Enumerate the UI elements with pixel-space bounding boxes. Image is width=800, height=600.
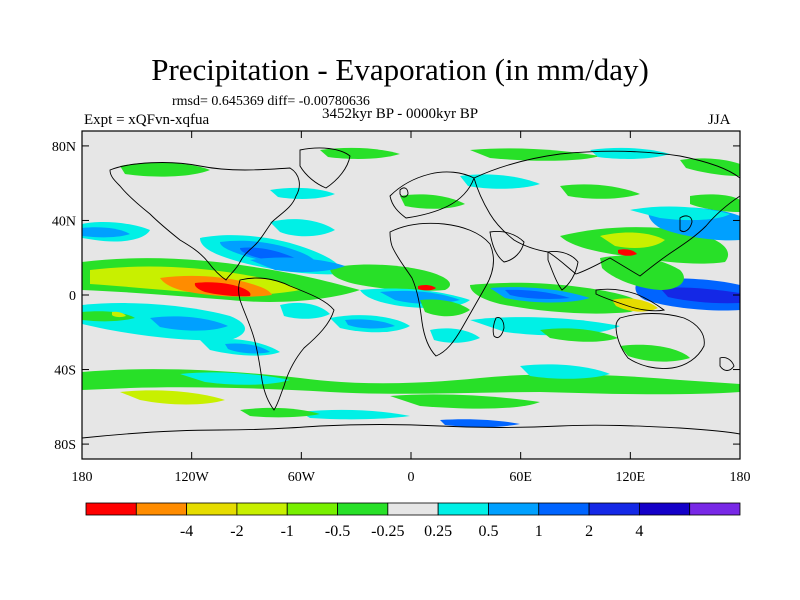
colorbar-label: 0.25	[424, 523, 452, 540]
lon-label: 120W	[175, 470, 210, 485]
field-npac-green	[690, 194, 740, 212]
colorbar-label: 4	[635, 523, 643, 540]
field-nh-cyan-2	[270, 187, 335, 199]
field-atlantic-green	[330, 264, 450, 291]
plot-title: Precipitation - Evaporation (in mm/day)	[151, 52, 649, 87]
colorbar: -4 -2 -1 -0.5 -0.25 0.25 0.5 1 2 4	[85, 502, 741, 540]
field-antarctic-blue	[440, 419, 520, 428]
lon-label: 60W	[288, 470, 316, 485]
field-southern-green-2	[390, 394, 540, 409]
stats-line: rmsd= 0.645369 diff= -0.00780636	[172, 94, 370, 109]
latitude-axis: 80N 40N 0 40S 80S	[52, 140, 740, 453]
lon-label: 180	[72, 470, 93, 485]
colorbar-label: -0.25	[371, 523, 404, 540]
period-label: 3452kyr BP - 0000kyr BP	[322, 106, 479, 122]
field-antarctic-cyan	[300, 409, 410, 420]
colorbar-swatch	[135, 502, 188, 516]
field-africa-green	[420, 299, 470, 317]
field-africa-cyan	[430, 328, 480, 343]
field-nh-cyan	[460, 174, 540, 189]
field-sindian-green	[540, 328, 618, 342]
lat-label: 40S	[54, 364, 76, 379]
field-natl-blue	[250, 257, 345, 273]
field-core-red	[194, 282, 251, 297]
coast-india	[547, 251, 579, 291]
colorbar-label: -0.5	[325, 523, 350, 540]
coast-indonesia	[595, 288, 666, 312]
field-satl-blue	[345, 319, 395, 329]
field-asia-yellow	[600, 232, 665, 248]
coast-north-america	[109, 162, 300, 281]
field-sa-cyan	[280, 302, 330, 319]
field-atlantic-red	[418, 284, 436, 291]
lon-label: 120E	[616, 470, 646, 485]
lat-label: 40N	[52, 214, 76, 229]
lon-label: 60E	[509, 470, 532, 485]
field-arctic-green	[120, 162, 210, 177]
lon-label: 0	[408, 470, 415, 485]
coast-antarctica	[82, 424, 740, 439]
colorbar-swatch	[538, 502, 590, 516]
colorbar-swatch	[286, 502, 338, 516]
field-asia-red	[618, 249, 637, 256]
coast-africa	[389, 222, 494, 357]
longitude-axis: 180 120W 60W 0 60E 120E 180	[72, 131, 751, 485]
colorbar-swatch	[588, 502, 640, 516]
coast-uk	[399, 187, 409, 198]
colorbar-swatch	[437, 502, 489, 516]
coast-arabia	[489, 231, 525, 263]
lat-label: 0	[69, 289, 76, 304]
coast-south-america	[238, 277, 335, 411]
field-nh-green-4	[560, 184, 640, 199]
field-wpac-yellow	[612, 298, 658, 312]
colorbar-swatch	[387, 502, 439, 516]
field-siberia-cyan	[590, 147, 670, 159]
colorbar-label: -1	[281, 523, 294, 540]
colorbar-label: 0.5	[478, 523, 498, 540]
lon-label: 180	[730, 470, 751, 485]
field-spac-blue	[150, 316, 228, 331]
field-nepac-blue	[82, 227, 130, 238]
season-label: JJA	[708, 112, 731, 128]
field-wpac-deepblue	[660, 287, 740, 304]
field-southern-yellow	[120, 390, 225, 405]
colorbar-label: 2	[585, 523, 593, 540]
coast-asia	[473, 150, 740, 277]
colorbar-swatch	[488, 502, 540, 516]
anomaly-field	[82, 147, 740, 428]
field-indian-darkblue	[505, 289, 570, 299]
field-spac-yellow	[112, 311, 126, 318]
coastlines	[82, 147, 740, 439]
field-antarctic-green	[240, 407, 320, 418]
field-southern-cyan-2	[520, 364, 610, 379]
field-siberia-green	[680, 158, 740, 176]
field-npac-cyan	[630, 206, 730, 221]
colorbar-swatch	[689, 502, 741, 516]
colorbar-label: -4	[180, 523, 193, 540]
coast-madagascar	[492, 317, 505, 339]
coast-nz	[719, 357, 735, 371]
field-natl-cyan	[270, 219, 335, 237]
lat-label: 80S	[54, 438, 76, 453]
coast-australia	[615, 313, 705, 369]
field-arctic-green-3	[470, 148, 600, 161]
lat-label: 80N	[52, 140, 76, 155]
colorbar-swatch	[85, 502, 137, 516]
colorbar-label: -2	[230, 523, 243, 540]
coast-europe	[389, 171, 475, 219]
colorbar-swatch	[337, 502, 389, 516]
colorbar-label: 1	[535, 523, 543, 540]
colorbar-swatch	[186, 502, 238, 516]
field-sth-blue-2	[225, 343, 270, 354]
coast-japan	[679, 215, 693, 233]
colorbar-swatch	[638, 502, 691, 516]
field-australia-green	[620, 344, 690, 362]
colorbar-swatch	[236, 502, 288, 516]
coast-greenland	[299, 147, 351, 189]
experiment-label: Expt = xQFvn-xqfua	[84, 112, 210, 128]
